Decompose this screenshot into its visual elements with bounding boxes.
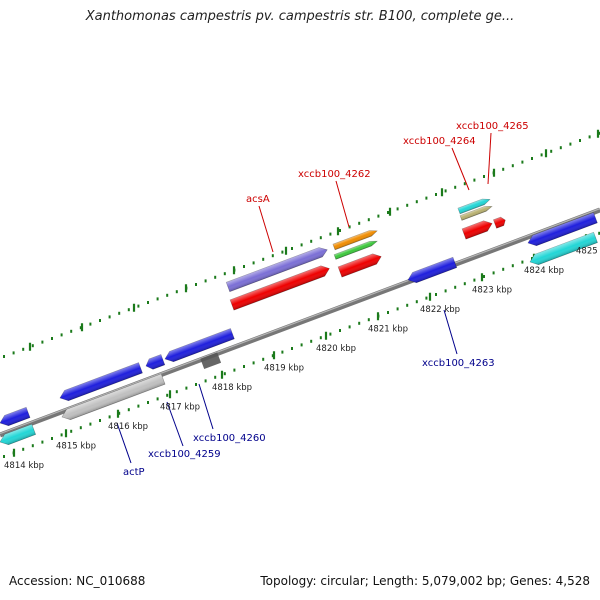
gene-label: xccb100_4264	[403, 136, 476, 147]
actP-tip	[200, 352, 222, 370]
feature-blue-left	[0, 406, 31, 427]
label-leader	[487, 132, 492, 185]
label-leader	[443, 309, 458, 355]
tick-label: 4815 kbp	[56, 441, 96, 451]
xccb100_4262-feature	[229, 265, 330, 311]
tick-labels: 4814 kbp 4815 kbp 4816 kbp 4817 kbp 4818 kbp…	[4, 246, 600, 471]
xccb100_4263-feature	[407, 256, 458, 284]
tick-label: 4822 kbp	[420, 305, 460, 315]
gene-label: xccb100_4260	[193, 433, 266, 444]
tick-label: 4817 kbp	[160, 402, 200, 412]
tick-label: 4820 kbp	[316, 344, 356, 354]
tick-label: 4819 kbp	[264, 363, 304, 373]
feature-blue-right	[527, 212, 598, 247]
feature-red	[337, 253, 382, 278]
feature-cyan-right	[529, 231, 598, 266]
xccb100_4265-feature	[493, 216, 506, 229]
label-leader	[198, 383, 214, 430]
accession-text: Accession: NC_010688	[9, 574, 146, 588]
gene-label: xccb100_4265	[456, 121, 529, 132]
tick-label: 4825 kbp	[576, 246, 600, 256]
gene-label: xccb100_4262	[298, 169, 371, 180]
xccb100_4264-feature	[461, 220, 493, 240]
tick-label: 4823 kbp	[472, 285, 512, 295]
tick-label: 4824 kbp	[524, 266, 564, 276]
tick-label: 4818 kbp	[212, 383, 252, 393]
xccb100_4260-feature	[164, 328, 235, 363]
tick-row-forward	[3, 129, 600, 358]
gene-label: xccb100_4263	[422, 358, 495, 369]
actP-feature	[61, 352, 222, 421]
label-leaders	[116, 132, 492, 464]
gene-label: xccb100_4259	[148, 449, 221, 460]
map-title: Xanthomonas campestris pv. campestris st…	[85, 9, 515, 24]
topology-summary: Topology: circular; Length: 5,079,002 bp…	[260, 574, 590, 588]
acsA-feature	[225, 247, 328, 293]
feature-cyan	[457, 198, 491, 215]
gene-label: acsA	[246, 194, 270, 205]
feature-blue-small	[145, 354, 166, 370]
gene-labels: acsA xccb100_4262 xccb100_4264 xccb100_4265…	[123, 121, 529, 478]
label-leader	[166, 401, 184, 447]
tick-label: 4816 kbp	[108, 422, 148, 432]
feature-khaki	[459, 206, 493, 221]
tick-label: 4814 kbp	[4, 461, 44, 471]
tick-row-reverse	[3, 231, 600, 458]
tick-label: 4821 kbp	[368, 324, 408, 334]
gene-label: actP	[123, 467, 145, 478]
feature-green	[333, 240, 378, 260]
feature-cyan-left	[0, 423, 37, 446]
label-leader	[335, 180, 350, 228]
feature-orange	[332, 230, 378, 251]
label-leader	[258, 205, 274, 253]
label-leader	[116, 422, 132, 464]
xccb100_4259-feature	[59, 362, 143, 402]
gene-features	[0, 198, 598, 446]
label-leader	[451, 147, 470, 191]
